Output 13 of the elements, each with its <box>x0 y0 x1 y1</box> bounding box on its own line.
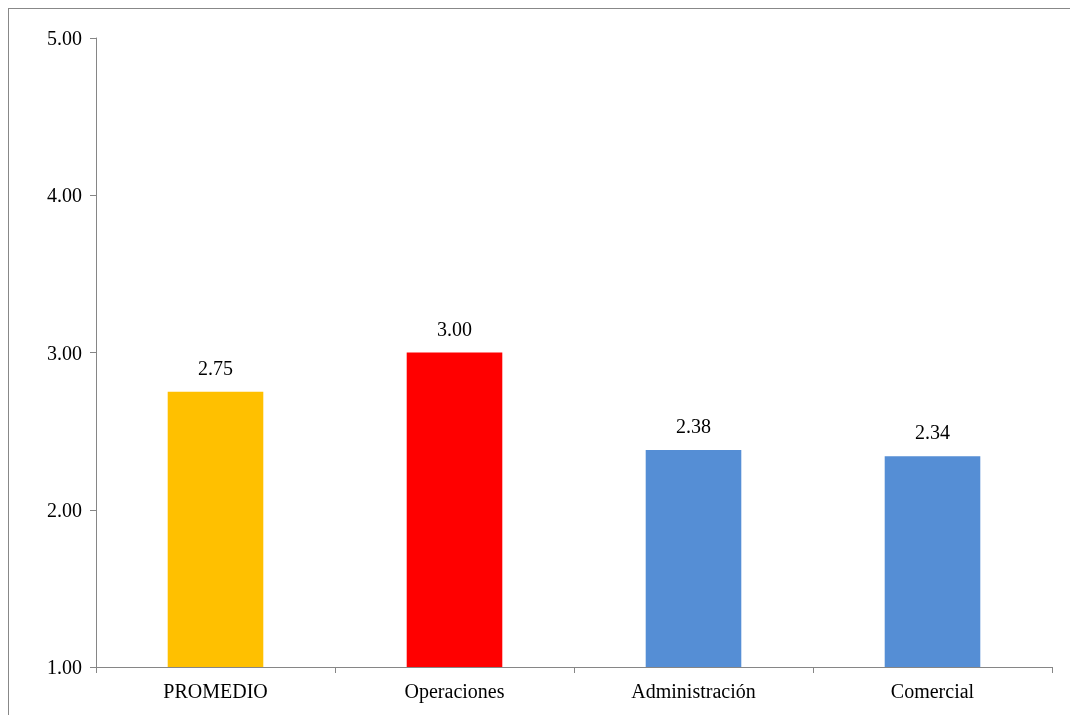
x-tick-label: Comercial <box>890 680 975 702</box>
data-label: 2.34 <box>915 421 950 444</box>
x-tick-label: PROMEDIO <box>163 680 268 702</box>
data-label: 2.75 <box>198 356 233 379</box>
x-tick-label: Administración <box>631 680 756 702</box>
x-tick-label: Operaciones <box>404 680 505 703</box>
y-tick-label: 5.00 <box>47 27 82 49</box>
data-label: 3.00 <box>437 317 472 340</box>
y-tick-label: 4.00 <box>47 184 82 207</box>
data-label: 2.38 <box>676 414 711 437</box>
y-tick-label: 3.00 <box>47 341 82 364</box>
y-tick-label: 1.00 <box>47 656 82 678</box>
y-tick-label: 2.00 <box>47 498 82 521</box>
